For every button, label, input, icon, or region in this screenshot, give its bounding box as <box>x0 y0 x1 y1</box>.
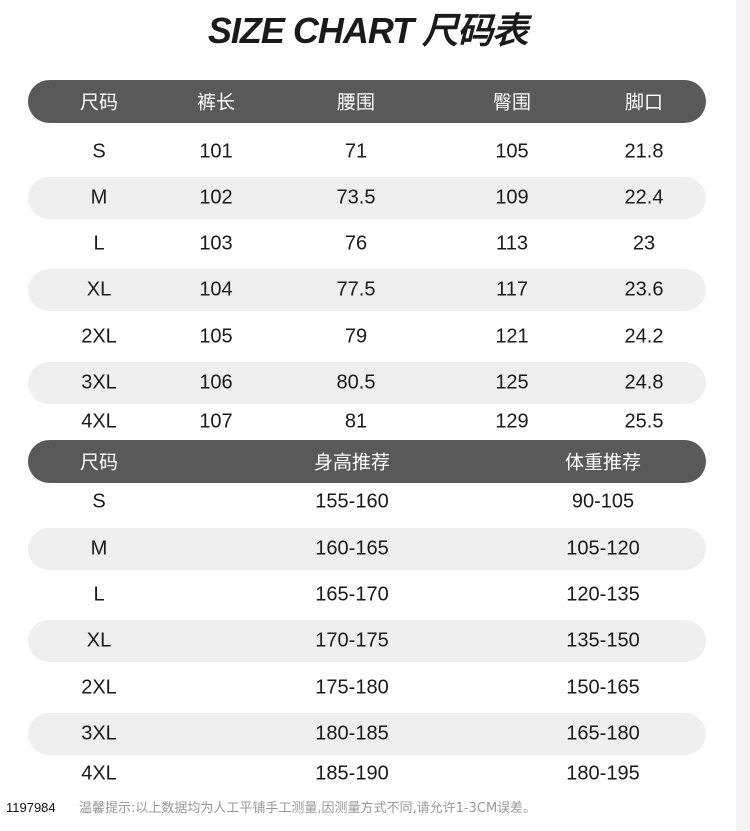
table-header <box>28 440 706 483</box>
table-cell: S <box>92 490 106 513</box>
table-cell: XL <box>86 278 112 301</box>
table-cell: 22.4 <box>624 186 664 209</box>
table-cell: 150-165 <box>566 676 640 699</box>
table-cell: 3XL <box>81 722 117 745</box>
table-row-band <box>28 362 706 404</box>
table-cell: 4XL <box>81 410 117 433</box>
column-header: 腰围 <box>336 91 376 114</box>
column-header: 脚口 <box>624 91 664 114</box>
table-cell: 77.5 <box>336 278 376 301</box>
table-cell: 105-120 <box>566 537 640 560</box>
table-cell: 81 <box>344 410 368 433</box>
table-cell: L <box>93 232 105 255</box>
table-cell: M <box>90 537 108 560</box>
table-cell: 165-180 <box>566 722 640 745</box>
table-row-band <box>28 713 706 755</box>
table-row-band <box>28 269 706 311</box>
column-header: 尺码 <box>79 451 119 474</box>
table-cell: 23.6 <box>624 278 664 301</box>
table-cell: 105 <box>495 140 529 163</box>
table-row-band <box>28 620 706 662</box>
product-code: 1197984 <box>6 800 56 815</box>
table-cell: 71 <box>344 140 368 163</box>
table-cell: 121 <box>495 325 529 348</box>
table-cell: 125 <box>495 371 529 394</box>
table-row-band <box>28 177 706 219</box>
table-cell: 117 <box>496 278 528 301</box>
table-cell: 106 <box>199 371 233 394</box>
column-header: 尺码 <box>79 91 119 114</box>
table-cell: 23 <box>632 232 656 255</box>
table-cell: 120-135 <box>566 583 640 606</box>
table-cell: 2XL <box>81 325 117 348</box>
measurement-note: 温馨提示:以上数据均为人工平铺手工测量,因测量方式不同,请允许1-3CM误差。 <box>79 801 537 816</box>
column-header: 臀围 <box>492 91 532 114</box>
table-cell: 4XL <box>81 762 117 785</box>
table-cell: 155-160 <box>315 490 389 513</box>
table-cell: 3XL <box>81 371 117 394</box>
column-header: 裤长 <box>196 91 236 114</box>
table-cell: 103 <box>199 232 233 255</box>
table-cell: 107 <box>199 410 233 433</box>
column-header: 身高推荐 <box>313 451 391 474</box>
table-cell: 25.5 <box>624 410 664 433</box>
table-cell: 102 <box>199 186 233 209</box>
table-cell: 79 <box>344 325 368 348</box>
table-cell: XL <box>86 629 112 652</box>
table-cell: 73.5 <box>336 186 376 209</box>
table-cell: 135-150 <box>566 629 640 652</box>
table-cell: 165-170 <box>315 583 389 606</box>
table-cell: 113 <box>496 232 528 255</box>
page-title: SIZE CHART 尺码表 <box>207 10 528 51</box>
table-cell: 101 <box>199 140 233 163</box>
table-cell: S <box>92 140 106 163</box>
table-cell: 24.2 <box>624 325 664 348</box>
table-header <box>28 80 706 123</box>
table-cell: 129 <box>495 410 529 433</box>
table-cell: 109 <box>495 186 529 209</box>
table-cell: 104 <box>199 278 233 301</box>
table-cell: 175-180 <box>315 676 389 699</box>
table-cell: 2XL <box>81 676 117 699</box>
table-cell: 80.5 <box>336 371 376 394</box>
table-cell: 170-175 <box>315 629 389 652</box>
table-cell: 185-190 <box>315 762 389 785</box>
table-cell: 21.8 <box>624 140 664 163</box>
table-cell: M <box>90 186 108 209</box>
table-cell: 24.8 <box>624 371 664 394</box>
table-row-band <box>28 528 706 570</box>
table-cell: 76 <box>344 232 368 255</box>
table-cell: 160-165 <box>315 537 389 560</box>
table-cell: 180-195 <box>566 762 640 785</box>
table-cell: 90-105 <box>571 490 635 513</box>
table-cell: L <box>93 583 105 606</box>
table-cell: 105 <box>199 325 233 348</box>
column-header: 体重推荐 <box>564 451 642 474</box>
table-cell: 180-185 <box>315 722 389 745</box>
right-edge <box>736 0 750 831</box>
